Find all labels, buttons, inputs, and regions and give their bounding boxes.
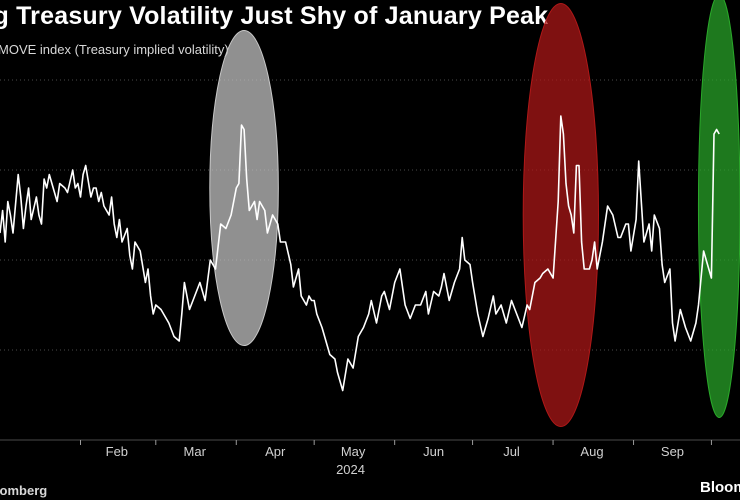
- x-tick-label: Feb: [106, 444, 128, 459]
- x-tick-label: Mar: [184, 444, 207, 459]
- gridlines: [0, 79, 740, 441]
- x-axis-year-label: 2024: [336, 462, 365, 477]
- highlight-ellipse-april: [209, 30, 279, 346]
- x-tick-label: Apr: [265, 444, 286, 459]
- source-label-right: Bloomb: [700, 479, 740, 496]
- x-tick-label: Sep: [661, 444, 684, 459]
- source-label-left: loomberg: [0, 483, 48, 498]
- highlight-ellipse-october: [697, 0, 740, 418]
- chart-subtitle: MOVE index (Treasury implied volatility): [0, 42, 229, 57]
- chart-title: ng Treasury Volatility Just Shy of Janua…: [0, 2, 549, 30]
- x-axis-labels: FebMarAprMayJunJulAugSepO: [106, 444, 684, 459]
- x-tick-label: Aug: [580, 444, 603, 459]
- x-tick-label: Jul: [503, 444, 520, 459]
- highlight-ellipses: [209, 0, 740, 427]
- x-axis-ticks: [79, 440, 712, 445]
- x-tick-label: Jun: [423, 444, 444, 459]
- highlight-ellipse-august: [522, 3, 599, 427]
- x-tick-label: May: [341, 444, 366, 459]
- move-index-line: [0, 115, 720, 392]
